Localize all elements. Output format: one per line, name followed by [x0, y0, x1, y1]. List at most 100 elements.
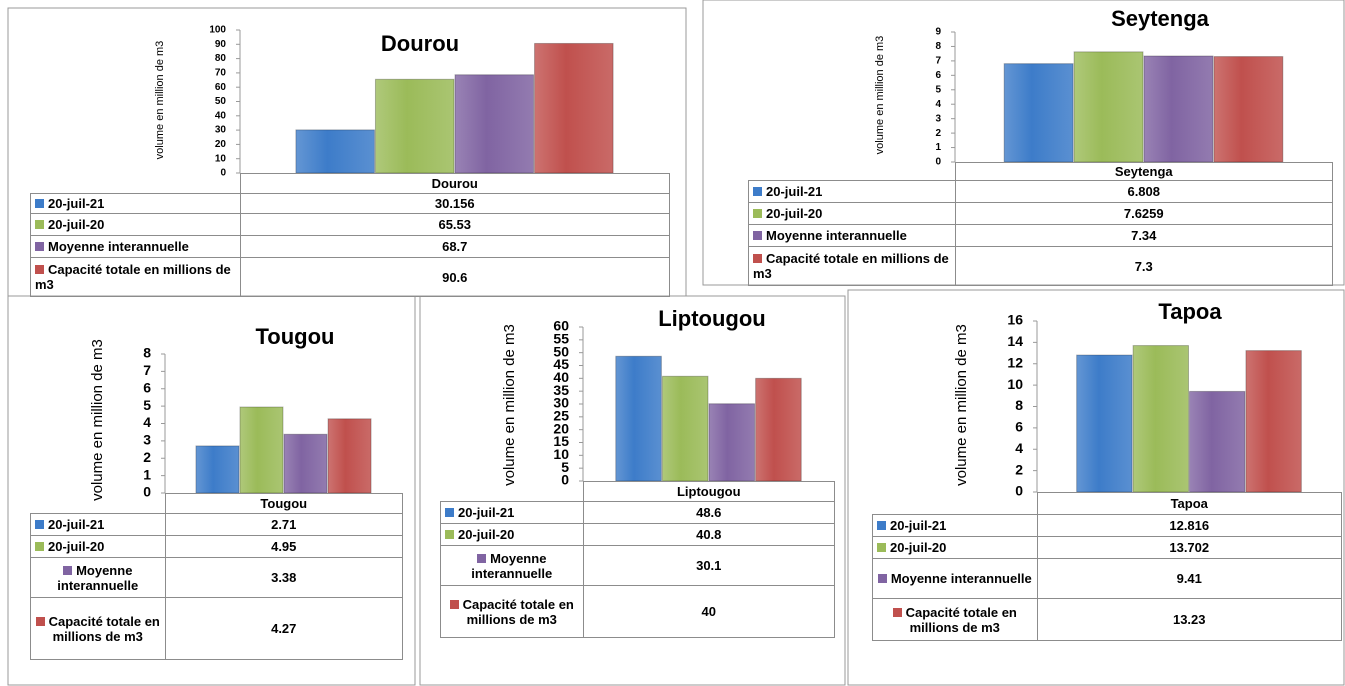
y-tick-label: 7: [143, 362, 151, 378]
y-tick-label: 0: [220, 168, 226, 179]
y-tick-label: 9: [935, 27, 941, 38]
value-cell: 4.95: [164, 535, 403, 558]
legend-swatch: [445, 530, 454, 539]
y-tick-label: 30: [553, 395, 569, 411]
chart-title: Tapoa: [1158, 299, 1222, 324]
y-tick-label: 45: [553, 356, 569, 372]
table-row: 20-juil-21 12.816: [872, 514, 1342, 537]
y-tick-label: 1: [935, 142, 941, 153]
legend-entry: Moyenne interannuelle: [748, 224, 956, 247]
legend-entry: 20-juil-21: [30, 513, 166, 536]
table-row: 20-juil-21 2.71: [30, 513, 403, 536]
legend-label: Capacité totale en millions de m3: [462, 596, 574, 627]
y-tick-label: 4: [143, 414, 151, 430]
table-row: Capacité totale en millions de m3 90.6: [30, 257, 670, 297]
legend-entry: Moyenne interannuelle: [30, 557, 166, 598]
y-tick-label: 70: [215, 68, 227, 79]
legend-swatch: [892, 607, 902, 617]
legend-entry: Capacité totale en millions de m3: [30, 597, 166, 660]
legend-entry: 20-juil-21: [30, 193, 241, 214]
table-row: Moyenne interannuelle 7.34: [748, 224, 1333, 247]
y-tick-label: 10: [553, 446, 569, 462]
bar: [327, 418, 372, 494]
legend-label: 20-juil-21: [458, 505, 515, 520]
value-cell: 7.6259: [954, 202, 1333, 225]
value-cell: 2.71: [164, 513, 403, 536]
bar: [1132, 345, 1189, 493]
legend-swatch: [753, 187, 762, 196]
legend-entry: Capacité totale en millions de m3: [748, 246, 956, 286]
y-tick-label: 80: [215, 53, 227, 64]
y-tick-label: 0: [561, 472, 569, 488]
y-tick-label: 35: [553, 382, 569, 398]
y-axis-label: volume en million de m3: [874, 36, 886, 155]
y-axis-label: volume en million de m3: [154, 41, 166, 160]
legend-entry: Moyenne interannuelle: [872, 558, 1038, 599]
table-row: 20-juil-20 7.6259: [748, 202, 1333, 225]
y-tick-label: 6: [1015, 419, 1023, 435]
value-cell: 12.816: [1036, 514, 1342, 537]
value-cell: 3.38: [164, 557, 403, 598]
table-corner: [31, 174, 241, 194]
y-tick-label: 8: [143, 345, 151, 361]
legend-label: 20-juil-21: [890, 518, 947, 533]
table-header-row: Seytenga: [749, 162, 1333, 181]
y-tick-label: 10: [215, 153, 227, 164]
legend-swatch: [35, 265, 44, 274]
y-tick-label: 2: [143, 449, 151, 465]
bar: [239, 406, 284, 494]
table-row: Capacité totale en millions de m3 7.3: [748, 246, 1333, 286]
y-tick-label: 5: [935, 84, 941, 95]
value-cell: 13.23: [1036, 598, 1342, 641]
legend-label: Capacité totale en millions de m3: [905, 604, 1017, 635]
table-row: Moyenne interannuelle 3.38: [30, 557, 403, 598]
legend-label: 20-juil-21: [48, 196, 105, 211]
y-tick-label: 8: [1015, 397, 1023, 413]
bar: [454, 74, 535, 174]
legend-entry: 20-juil-20: [30, 535, 166, 558]
y-tick-label: 14: [1007, 333, 1023, 349]
table-row: 20-juil-20 40.8: [440, 523, 835, 546]
legend-label: 20-juil-20: [458, 527, 515, 542]
chart-title: Dourou: [381, 31, 459, 56]
y-tick-label: 6: [143, 379, 151, 395]
legend-swatch: [35, 616, 45, 626]
table-header-row: Dourou: [31, 173, 670, 194]
y-axis-label: volume en million de m3: [501, 324, 518, 486]
bar: [1213, 56, 1284, 163]
legend-label: 20-juil-21: [48, 517, 105, 532]
y-tick-label: 20: [215, 139, 227, 150]
table-header-row: Tapoa: [873, 492, 1342, 515]
data-table: Tapoa 20-juil-21 12.816 20-juil-20 13.702 Moy…: [872, 492, 1342, 641]
y-axis-label: volume en million de m3: [89, 339, 106, 501]
value-cell: 68.7: [239, 235, 670, 258]
y-tick-label: 0: [935, 157, 941, 168]
legend-swatch: [35, 542, 44, 551]
legend-label: 20-juil-20: [48, 539, 105, 554]
y-tick-label: 0: [1015, 483, 1023, 499]
bar: [1143, 55, 1214, 163]
y-tick-label: 30: [215, 125, 227, 136]
bar: [1076, 354, 1133, 493]
bar: [615, 355, 662, 482]
table-row: 20-juil-20 65.53: [30, 213, 670, 236]
table-corner: [749, 163, 956, 181]
y-tick-label: 40: [215, 110, 227, 121]
y-tick-label: 7: [935, 56, 941, 67]
y-tick-label: 50: [215, 96, 227, 107]
y-tick-label: 20: [553, 420, 569, 436]
value-cell: 48.6: [582, 501, 835, 524]
y-tick-label: 50: [553, 343, 569, 359]
legend-swatch: [35, 199, 44, 208]
data-table: Dourou 20-juil-21 30.156 20-juil-20 65.53 Moy…: [30, 173, 670, 297]
category-label: Seytenga: [954, 162, 1333, 181]
legend-entry: 20-juil-21: [872, 514, 1038, 537]
bar: [755, 377, 802, 482]
legend-swatch: [753, 231, 762, 240]
y-tick-label: 5: [143, 397, 151, 413]
legend-entry: 20-juil-20: [440, 523, 584, 546]
legend-swatch: [63, 565, 73, 575]
value-cell: 30.1: [582, 545, 835, 586]
data-table: Tougou 20-juil-21 2.71 20-juil-20 4.95 Moyenn…: [30, 493, 403, 660]
